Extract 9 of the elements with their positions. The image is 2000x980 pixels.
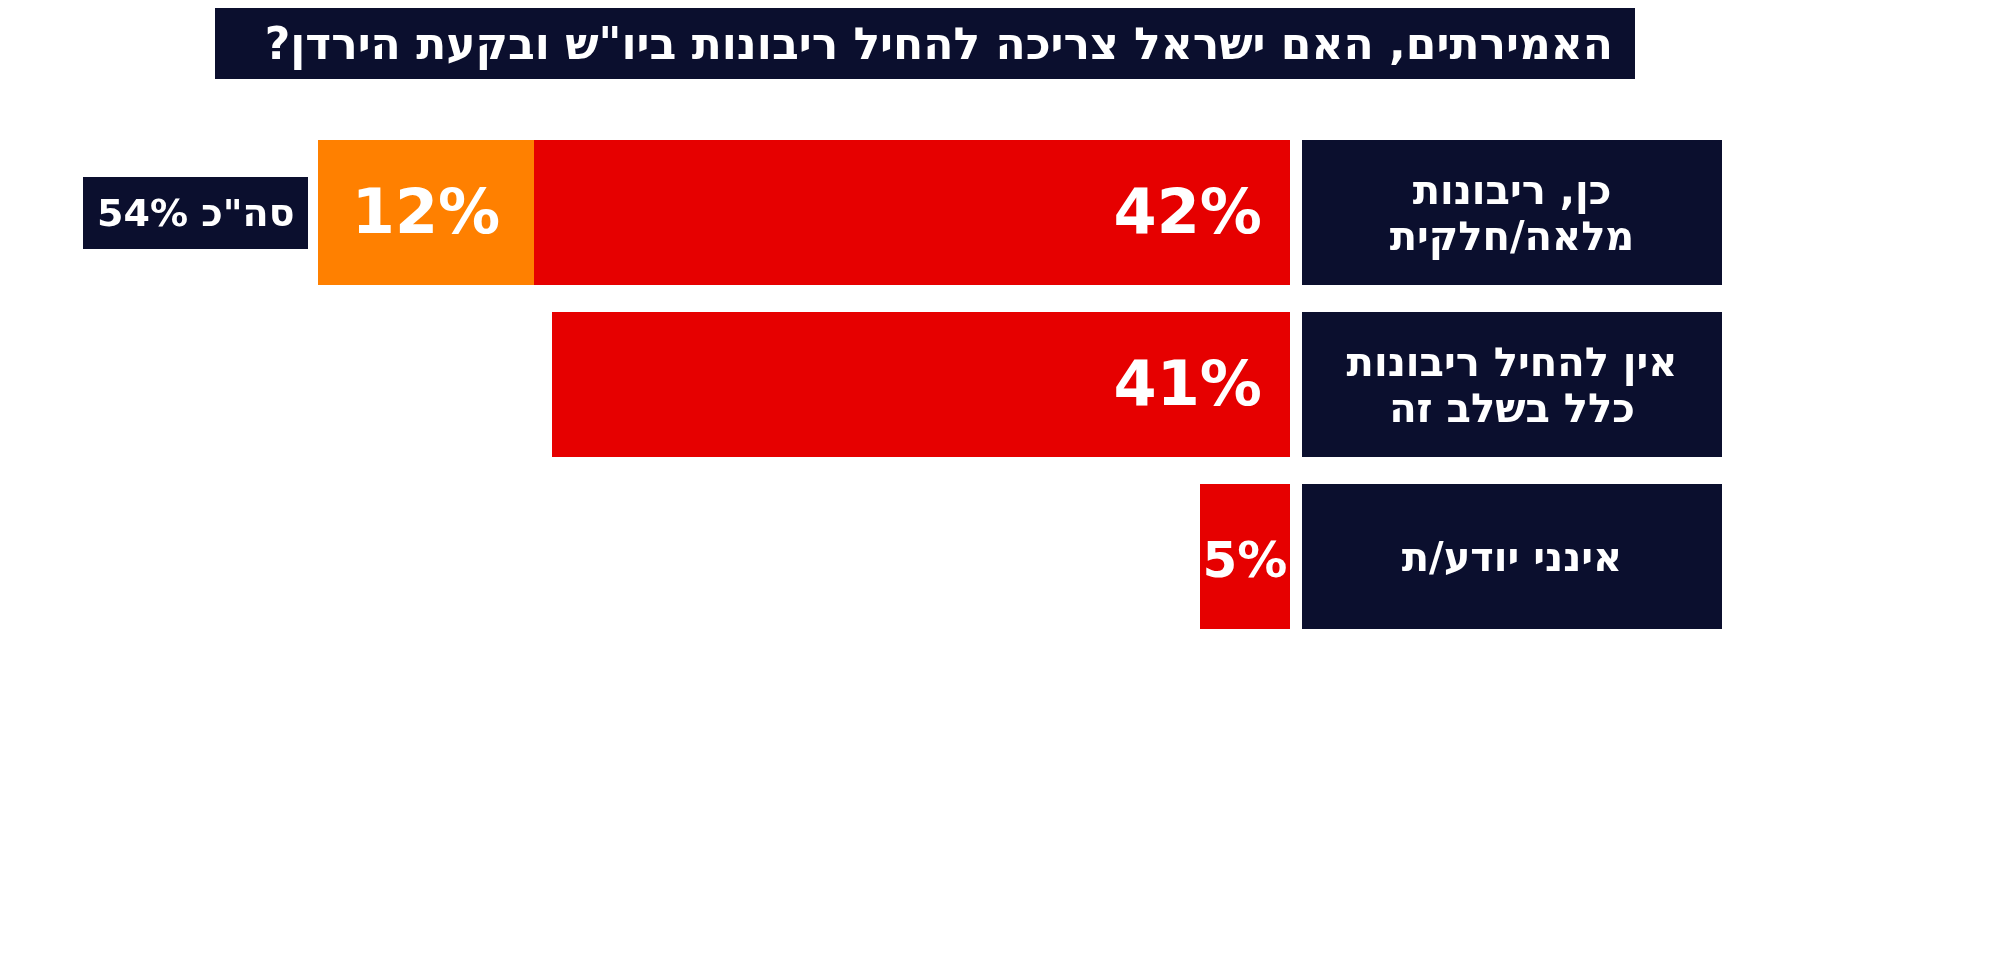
data-label: 42% — [1113, 174, 1262, 248]
chart-title: האמירתים, האם ישראל צריכה להחיל ריבונות ביו"ש ובקעת הירדן? — [215, 8, 1635, 79]
total-label: סה"כ 54% — [83, 176, 309, 249]
data-label: 12% — [351, 174, 501, 248]
y-tick-label: אינני יודע/ת — [1302, 484, 1722, 629]
data-label: 41% — [1113, 346, 1262, 420]
y-tick-label: אין להחיל ריבונות כלל בשלב זה — [1302, 312, 1722, 457]
y-tick-label: כן, ריבונות מלאה/חלקית — [1302, 140, 1722, 285]
data-label: 5% — [1202, 530, 1288, 589]
